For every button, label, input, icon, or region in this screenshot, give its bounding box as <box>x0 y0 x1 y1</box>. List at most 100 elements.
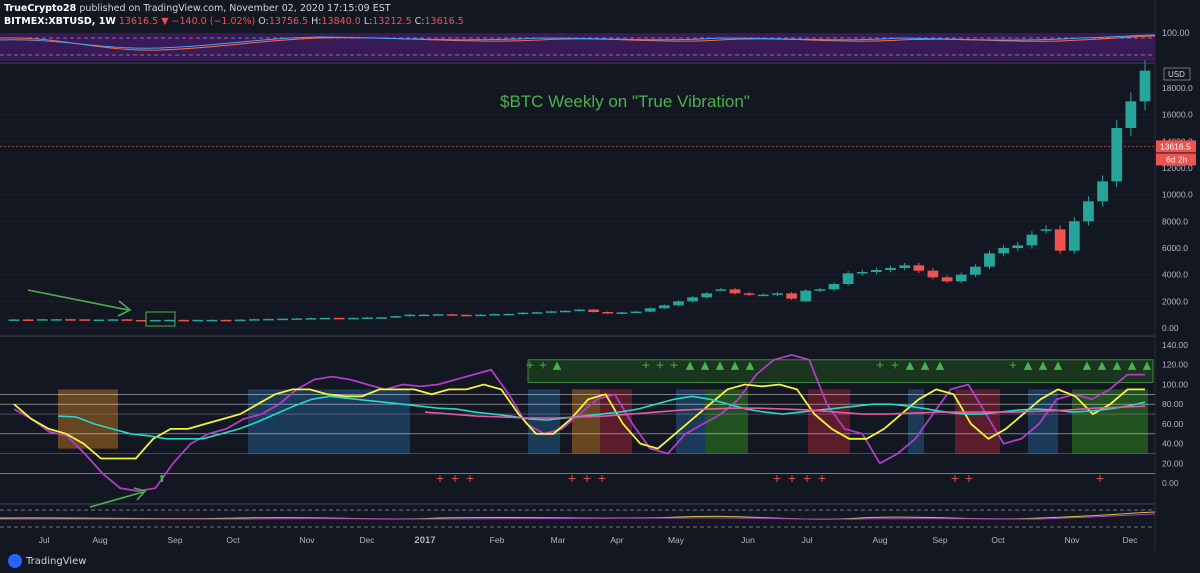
candle <box>616 312 628 314</box>
signal-marker: ▲ <box>921 359 930 372</box>
signal-marker: + <box>597 472 606 485</box>
price-tick-label: 0.00 <box>1162 323 1179 333</box>
x-axis-label: Apr <box>610 535 623 545</box>
chart-annotation: $BTC Weekly on "True Vibration" <box>500 92 750 111</box>
signal-marker: ▲ <box>1039 359 1048 372</box>
x-axis-label: Mar <box>551 535 566 545</box>
signal-marker: + <box>582 472 591 485</box>
signal-marker: ▲ <box>731 359 740 372</box>
candle <box>475 314 486 317</box>
symbol-name[interactable]: BITMEX:XBTUSD, 1W <box>4 16 116 27</box>
signal-marker: + <box>817 472 826 485</box>
signal-marker: + <box>787 472 796 485</box>
signal-marker: + <box>465 472 474 485</box>
signal-marker: + <box>1008 359 1017 372</box>
candle <box>150 320 161 322</box>
signal-marker: + <box>435 472 444 485</box>
candle <box>263 318 274 321</box>
signal-marker: ▲ <box>1098 359 1107 372</box>
publisher-name[interactable]: TrueCrypto28 <box>4 3 77 14</box>
signal-marker: ▲ <box>1113 359 1122 372</box>
candle <box>1111 128 1123 182</box>
candle <box>1040 229 1052 231</box>
signal-marker: + <box>890 359 899 372</box>
signal-marker: + <box>655 359 664 372</box>
candle <box>913 265 925 271</box>
tradingview-logo[interactable]: TradingView <box>8 554 86 568</box>
signal-marker: + <box>964 472 973 485</box>
candle <box>574 309 585 312</box>
candle <box>743 293 755 295</box>
signal-marker: ▲ <box>936 359 945 372</box>
candle <box>984 253 995 267</box>
x-axis-label: Feb <box>490 535 505 545</box>
candle <box>446 314 458 316</box>
price-change: −140.0 (−1.02%) <box>171 16 256 27</box>
candle <box>786 293 797 299</box>
vibration-zone <box>600 389 632 454</box>
vibration-tick-label: 80.00 <box>1162 399 1184 409</box>
candle <box>941 277 953 282</box>
candle <box>644 308 656 312</box>
last-price: 13616.5 <box>118 16 159 27</box>
vibration-zone <box>572 389 600 454</box>
candle <box>899 265 911 268</box>
price-tick-label: 2000.0 <box>1162 296 1188 306</box>
candle <box>559 310 571 313</box>
price-tick-label: 8000.0 <box>1162 216 1188 226</box>
vibration-zone <box>1072 389 1148 454</box>
vibration-series-line <box>13 383 1145 460</box>
x-axis-label: Dec <box>359 535 375 545</box>
signal-marker: + <box>641 359 650 372</box>
signal-marker: ▲ <box>1054 359 1063 372</box>
signal-marker: + <box>772 472 781 485</box>
vibration-zone <box>528 389 560 454</box>
vibration-panel: 0.00 20.00 40.00 60.00 80.00 100.00 120.00 140.… <box>0 340 1188 508</box>
published-text: published on TradingView.com, November 0… <box>79 3 391 14</box>
candle <box>22 319 34 321</box>
candle <box>1083 201 1094 222</box>
candle <box>121 319 133 321</box>
signal-marker: + <box>950 472 959 485</box>
tradingview-logo-icon <box>8 554 22 568</box>
candle <box>687 297 698 302</box>
vibration-tick-label: 0.00 <box>1162 478 1179 488</box>
signal-marker: ▲ <box>686 359 695 372</box>
vibration-tick-label: 120.00 <box>1162 360 1188 370</box>
x-axis-label: 2017 <box>414 535 435 546</box>
candle <box>1068 221 1080 251</box>
x-axis-label: Aug <box>872 535 887 545</box>
price-tick-label: 10000.0 <box>1162 190 1193 200</box>
candle <box>503 313 515 316</box>
low-value: 13212.5 <box>372 16 412 27</box>
x-axis-label: Jun <box>741 535 755 545</box>
candle <box>8 319 20 321</box>
x-axis-label: Dec <box>1122 535 1138 545</box>
candle <box>715 289 727 291</box>
x-axis-label: Oct <box>226 535 240 545</box>
candle <box>277 318 288 321</box>
candle <box>206 319 218 322</box>
candle <box>234 319 246 322</box>
candle <box>93 319 105 322</box>
signal-marker: ▲ <box>1128 359 1137 372</box>
down-arrow-icon: ▼ <box>161 16 169 27</box>
candle <box>545 311 557 313</box>
signal-marker: ▲ <box>906 359 915 372</box>
candle <box>489 314 501 316</box>
candle <box>432 314 444 316</box>
price-panel: 0.00 2000.0 4000.0 6000.0 8000.0 10000.0 12000… <box>0 60 1196 333</box>
candle <box>291 318 303 320</box>
x-axis-label: Nov <box>1064 535 1080 545</box>
svg-text:13616.5: 13616.5 <box>1160 141 1191 151</box>
vibration-tick-label: 20.00 <box>1162 458 1184 468</box>
candle <box>955 274 967 282</box>
vibration-zone <box>808 389 850 454</box>
candle <box>192 319 204 322</box>
vibration-series-line <box>57 395 1146 440</box>
signal-marker: ▲ <box>1143 359 1152 372</box>
candle <box>800 290 812 302</box>
footer: TradingView <box>0 550 1200 573</box>
vibration-tick-label: 140.00 <box>1162 340 1188 350</box>
vibration-tick-label: 40.00 <box>1162 439 1184 449</box>
